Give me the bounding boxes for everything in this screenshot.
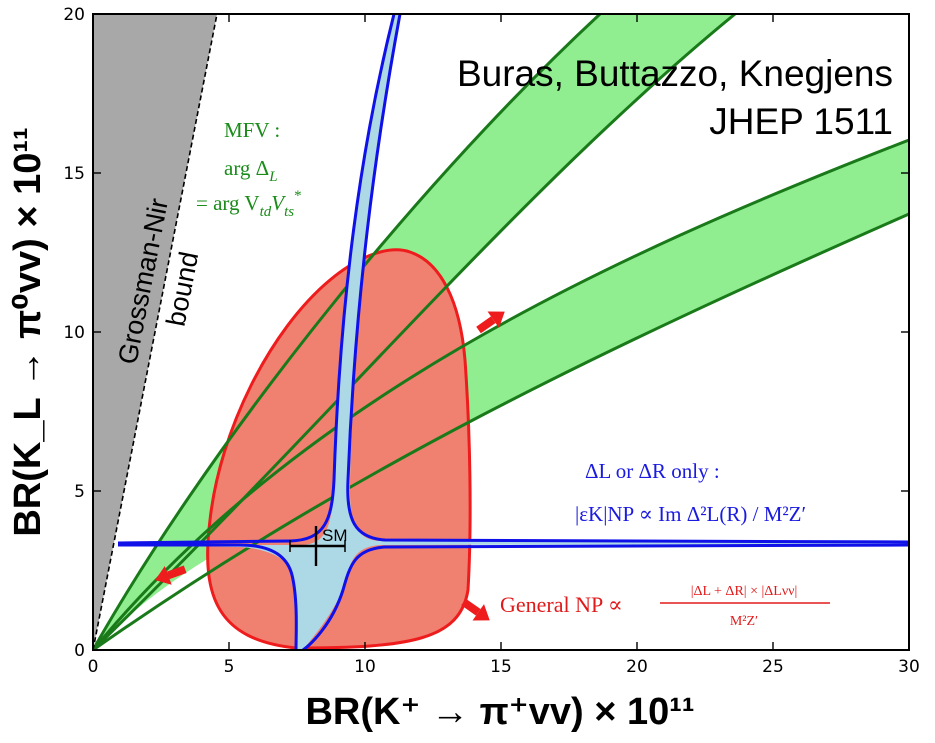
general-np-fraction-denominator: M²Z′ [730,614,758,629]
delta-lr-label-line2: |εK|NP ∝ Im Δ²L(R) / M²Z′ [575,502,806,526]
arrow-down-left [155,565,187,585]
citation-journal: JHEP 1511 [709,101,893,142]
x-tick-label: 5 [224,657,235,677]
grossman-nir-bound-line [92,13,218,651]
x-tick-label: 20 [626,657,648,677]
delta-lr-label: ΔL or ΔR only : |εK|NP ∝ Im Δ²L(R) / M²Z… [575,459,806,526]
mfv-band-inner-left-edge [93,14,602,650]
y-tick-label: 20 [63,5,85,25]
general-np-label-text: General NP ∝ [500,592,623,617]
x-tick-label: 0 [88,657,99,677]
arrow-up-right [476,311,505,334]
np-arrows [155,311,505,621]
x-tick-label: 15 [490,657,512,677]
x-axis-label: BR(K⁺ → π⁺vv) × 10¹¹ [305,691,694,733]
y-tick-label: 5 [74,482,85,502]
general-np-fraction-numerator: |ΔL + ΔR| × |ΔLνν| [691,584,798,599]
delta-lr-outline-right [346,14,909,544]
mfv-label-line2: arg ΔL [224,156,278,185]
delta-lr-outline-left [118,543,298,650]
mfv-label: MFV : arg ΔL = arg VtdVts* [196,118,302,220]
delta-lr-outline-bottom [302,543,909,650]
delta-lr-label-line1: ΔL or ΔR only : [585,459,720,483]
y-axis-label: BR(K_L → π⁰vv) × 10¹¹ [7,127,49,536]
delta-lr-outline-upper [117,14,396,545]
mfv-band-inner-right-edge [93,14,736,650]
mfv-band-outer-lower-edge [93,212,909,650]
y-tick-label: 15 [63,164,85,184]
mfv-label-line3: = arg VtdVts* [196,188,302,220]
citation-authors: Buras, Buttazzo, Knegjens [457,53,893,94]
x-tick-label: 30 [898,657,920,677]
sm-point: SM [289,526,348,566]
general-np-label: General NP ∝ |ΔL + ΔR| × |ΔLνν| M²Z′ [500,584,830,629]
x-tick-label: 10 [354,657,376,677]
x-tick-label: 25 [762,657,784,677]
mfv-band-outer [93,140,909,650]
axis-ticks: 0 5 10 15 20 25 30 0 5 10 15 20 [63,5,919,677]
arrow-down-right [461,598,490,621]
sm-label: SM [322,526,348,545]
y-tick-label: 0 [74,641,85,661]
mfv-label-line1: MFV : [224,118,280,142]
y-tick-label: 10 [63,323,85,343]
mfv-band-outer-upper-edge [93,138,909,650]
